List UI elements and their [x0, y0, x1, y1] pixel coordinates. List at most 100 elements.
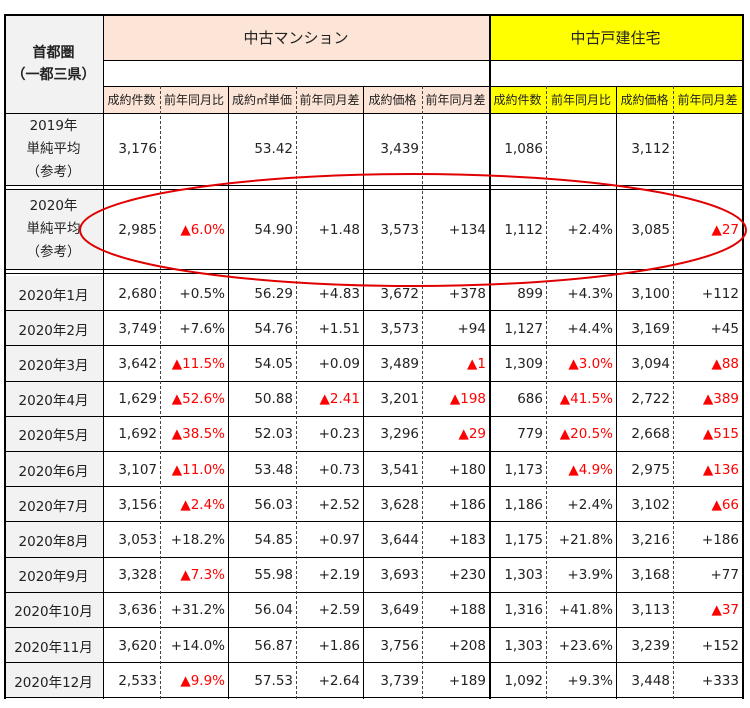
value-cell: 2,668 — [631, 426, 670, 443]
value-cell: 3,749 — [118, 320, 157, 337]
month-row-label: 2020年2月 — [4, 311, 103, 347]
value-cell: 3,573 — [380, 320, 419, 337]
value-cell: 3,649 — [380, 602, 419, 619]
value-cell: +1.51 — [318, 320, 360, 337]
value-cell: ▲389 — [702, 391, 739, 408]
grid-hline — [4, 381, 743, 382]
value-cell: 3,693 — [380, 567, 419, 584]
value-cell: +208 — [448, 637, 486, 654]
value-cell: +189 — [448, 672, 486, 689]
value-cell: 3,156 — [118, 496, 157, 513]
grid-vline — [489, 14, 491, 699]
grid-hline — [4, 189, 743, 190]
value-cell: +2.4% — [567, 221, 613, 238]
value-cell: 54.05 — [254, 355, 293, 372]
value-cell: ▲41.5% — [559, 391, 613, 408]
value-cell: +188 — [448, 602, 486, 619]
grid-hline — [4, 486, 743, 487]
value-cell: +0.23 — [318, 426, 360, 443]
month-row-label: 2020年8月 — [4, 522, 103, 558]
month-row-label: 2020年1月 — [4, 276, 103, 311]
value-cell: ▲27 — [711, 221, 739, 238]
value-cell: ▲2.41 — [319, 391, 360, 408]
value-cell: ▲9.9% — [180, 672, 225, 689]
value-cell: ▲136 — [702, 461, 739, 478]
value-cell: 3,672 — [380, 285, 419, 302]
month-row-label: 2020年7月 — [4, 487, 103, 523]
value-cell: 2,533 — [118, 672, 157, 689]
value-cell: +14.0% — [170, 637, 225, 654]
value-cell: +2.64 — [318, 672, 360, 689]
value-cell: 3,112 — [631, 141, 670, 157]
value-cell: 54.85 — [254, 531, 293, 548]
summary-label-line: 2020年 — [29, 198, 78, 214]
value-cell: 53.48 — [254, 461, 293, 478]
value-cell: ▲37 — [711, 602, 739, 619]
value-cell: 779 — [517, 426, 543, 443]
value-cell: 3,094 — [631, 355, 670, 372]
value-cell: +186 — [701, 531, 739, 548]
value-cell: +3.9% — [567, 567, 613, 584]
value-cell — [160, 113, 228, 185]
summary-label-line: 単純平均 — [26, 221, 81, 237]
value-cell: +333 — [701, 672, 739, 689]
value-cell: +4.83 — [318, 285, 360, 302]
value-cell: 2,975 — [631, 461, 670, 478]
value-cell: +31.2% — [170, 602, 225, 619]
value-cell: 1,303 — [504, 567, 543, 584]
value-cell: 3,296 — [380, 426, 419, 443]
month-row-label: 2020年12月 — [4, 663, 103, 699]
value-cell: +23.6% — [558, 637, 613, 654]
summary-label-line: 単純平均 — [26, 140, 81, 157]
value-cell: 1,629 — [118, 391, 157, 408]
value-cell: ▲1 — [467, 355, 486, 372]
value-cell: 1,175 — [504, 531, 543, 548]
grid-hline — [4, 697, 743, 698]
value-cell: +378 — [448, 285, 486, 302]
value-cell: 3,628 — [380, 496, 419, 513]
value-cell: 3,439 — [380, 141, 419, 157]
value-cell: +152 — [701, 637, 739, 654]
value-cell: +0.5% — [179, 285, 225, 302]
value-cell: 3,756 — [380, 637, 419, 654]
value-cell: 3,644 — [380, 531, 419, 548]
value-cell: 3,169 — [631, 320, 670, 337]
value-cell: 50.88 — [254, 391, 293, 408]
value-cell: 3,642 — [118, 355, 157, 372]
grid-hline — [4, 185, 743, 186]
value-cell: +0.73 — [318, 461, 360, 478]
grid-vline — [103, 14, 104, 699]
column-header: 成約件数 — [103, 86, 160, 113]
value-cell: +0.97 — [318, 531, 360, 548]
value-cell: +4.3% — [567, 285, 613, 302]
grid-hline — [4, 521, 743, 522]
value-cell — [422, 113, 489, 185]
grid-hline — [4, 14, 743, 16]
value-cell — [673, 113, 742, 185]
value-cell: +183 — [448, 531, 486, 548]
value-cell: 3,085 — [631, 221, 670, 238]
value-cell: ▲20.5% — [559, 426, 613, 443]
value-cell: +2.4% — [567, 496, 613, 513]
value-cell: 1,127 — [504, 320, 543, 337]
value-cell: +230 — [448, 567, 486, 584]
value-cell: 56.04 — [254, 602, 293, 619]
value-cell: +2.59 — [318, 602, 360, 619]
value-cell: 2,722 — [631, 391, 670, 408]
grid-hline — [4, 345, 743, 346]
value-cell: ▲52.6% — [171, 391, 225, 408]
grid-vdash — [673, 86, 674, 699]
month-row-label: 2020年10月 — [4, 592, 103, 628]
month-row-label: 2020年11月 — [4, 628, 103, 663]
value-cell: +4.4% — [567, 320, 613, 337]
value-cell: 3,573 — [380, 221, 419, 238]
value-cell: +41.8% — [558, 602, 613, 619]
value-cell: 3,102 — [631, 496, 670, 513]
value-cell: 2,680 — [118, 285, 157, 302]
summary-row-label: 2020年 単純平均 （参考） — [4, 190, 103, 269]
grid-hline — [4, 592, 743, 593]
value-cell: 57.53 — [254, 672, 293, 689]
value-cell: 3,216 — [631, 531, 670, 548]
value-cell: 3,739 — [380, 672, 419, 689]
value-cell: +186 — [448, 496, 486, 513]
